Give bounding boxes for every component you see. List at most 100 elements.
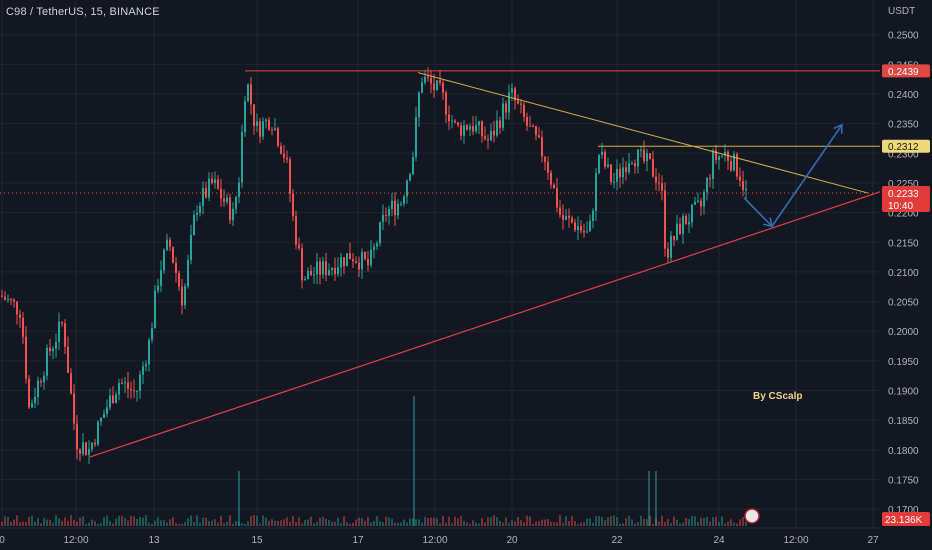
candle-body	[121, 382, 123, 384]
volume-bar	[241, 523, 243, 526]
candle-body	[88, 449, 90, 455]
candle-body	[712, 150, 714, 179]
candle-body	[517, 100, 519, 104]
volume-bar	[622, 523, 624, 526]
volume-bar	[520, 520, 522, 526]
volume-bar	[685, 517, 687, 526]
volume-bar	[679, 523, 681, 526]
volume-bar	[658, 521, 660, 526]
ascending-trendline	[89, 191, 881, 458]
candle-body	[214, 179, 216, 184]
candle-body	[205, 187, 207, 198]
volume-bar	[31, 515, 33, 526]
candle-body	[436, 80, 438, 90]
volume-bar	[418, 519, 420, 526]
candle-body	[532, 125, 534, 127]
grid	[0, 0, 880, 528]
candle-body	[568, 216, 570, 218]
candle-body	[328, 270, 330, 276]
volume-bar	[82, 516, 84, 526]
volume-bar	[559, 515, 561, 526]
candle-body	[670, 235, 672, 258]
candle-body	[73, 393, 75, 424]
volume-bar	[526, 515, 528, 526]
candle-body	[382, 215, 384, 222]
volume-bar	[133, 516, 135, 526]
volume-bar	[694, 516, 696, 526]
candle-body	[124, 382, 126, 384]
candle-body	[364, 251, 366, 259]
volume-bar	[544, 519, 546, 526]
candle-body	[355, 261, 357, 263]
candle-body	[70, 372, 72, 394]
candle-body	[430, 77, 432, 84]
volume-bar	[346, 522, 348, 526]
volume-bar	[502, 522, 504, 526]
candle-body	[190, 234, 192, 261]
candle-body	[169, 239, 171, 247]
volume-bar	[40, 523, 42, 526]
candle-body	[139, 374, 141, 391]
volume-bar	[1, 521, 3, 526]
volume-bar	[247, 521, 249, 526]
candle-body	[340, 257, 342, 268]
candle-body	[28, 378, 30, 408]
candle-body	[259, 121, 261, 137]
candle-body	[130, 388, 132, 391]
volume-bar	[469, 523, 471, 526]
volume-bar	[697, 521, 699, 526]
candle-body	[46, 347, 48, 376]
candle-body	[640, 149, 642, 151]
volume-bar	[10, 521, 12, 526]
candle-body	[499, 120, 501, 128]
volume-spike	[655, 471, 657, 526]
volume-bar	[391, 518, 393, 526]
volume-bar	[184, 521, 186, 526]
price-label-high-bg	[882, 64, 930, 78]
volume-bar	[142, 517, 144, 526]
candle-body	[595, 173, 597, 211]
volume-bar	[472, 520, 474, 526]
candle-body	[676, 223, 678, 241]
volume-bar	[676, 519, 678, 526]
volume-bar	[610, 516, 612, 526]
candle-body	[493, 130, 495, 136]
volume-bar	[682, 522, 684, 526]
candle-body	[208, 178, 210, 198]
candle-body	[202, 187, 204, 206]
candle-body	[58, 321, 60, 343]
volume-bar	[277, 521, 279, 526]
volume-bar	[79, 517, 81, 526]
candle-body	[265, 119, 267, 122]
volume-bar	[562, 522, 564, 526]
candle-body	[283, 153, 285, 158]
volume-bar	[187, 518, 189, 526]
candle-body	[565, 216, 567, 220]
volume-bar	[76, 521, 78, 526]
candle-body	[40, 380, 42, 383]
candle-body	[511, 88, 513, 93]
volume-bar	[220, 515, 222, 526]
volume-bar	[250, 516, 252, 526]
candle-body	[286, 157, 288, 160]
volume-bar	[691, 515, 693, 526]
candle-body	[331, 267, 333, 271]
candle-body	[127, 382, 129, 389]
y-tick-label: 0.1850	[888, 416, 919, 427]
volume-bar	[217, 522, 219, 526]
volume-bar	[490, 517, 492, 526]
volume-bar	[499, 520, 501, 526]
volume-bar	[226, 521, 228, 526]
volume-bar	[349, 523, 351, 526]
candle-body	[709, 178, 711, 180]
volume-bar	[331, 521, 333, 526]
volume-bar	[166, 522, 168, 526]
volume-bar	[475, 522, 477, 526]
candle-body	[184, 286, 186, 306]
volume-bar	[718, 521, 720, 526]
candle-body	[349, 253, 351, 260]
volume-bar	[709, 521, 711, 526]
candle-body	[643, 149, 645, 162]
volume-bar	[304, 519, 306, 526]
